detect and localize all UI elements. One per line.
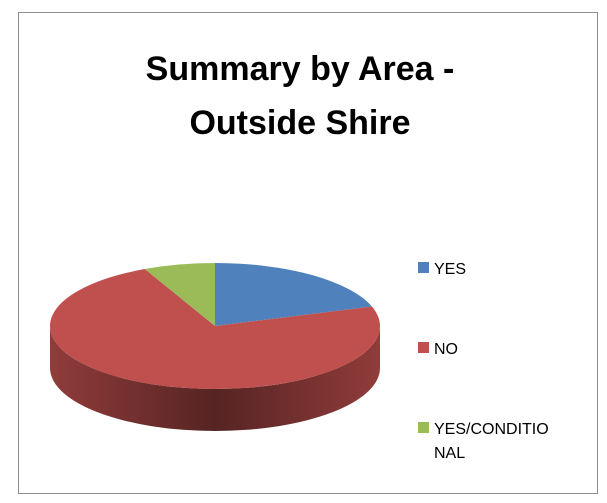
slice <box>215 263 372 326</box>
slice <box>144 263 215 326</box>
legend-swatch <box>418 342 429 353</box>
legend-swatch <box>418 262 429 273</box>
legend-label: YES/CONDITIONAL <box>434 421 549 462</box>
legend-swatch <box>418 422 429 433</box>
slice-side <box>50 326 380 431</box>
slice <box>50 268 381 389</box>
chart-title: Summary by Area - Outside Shire <box>145 50 455 142</box>
legend-label: NO <box>434 341 458 358</box>
legend-label: YES <box>434 261 467 278</box>
chart-frame <box>18 12 598 494</box>
